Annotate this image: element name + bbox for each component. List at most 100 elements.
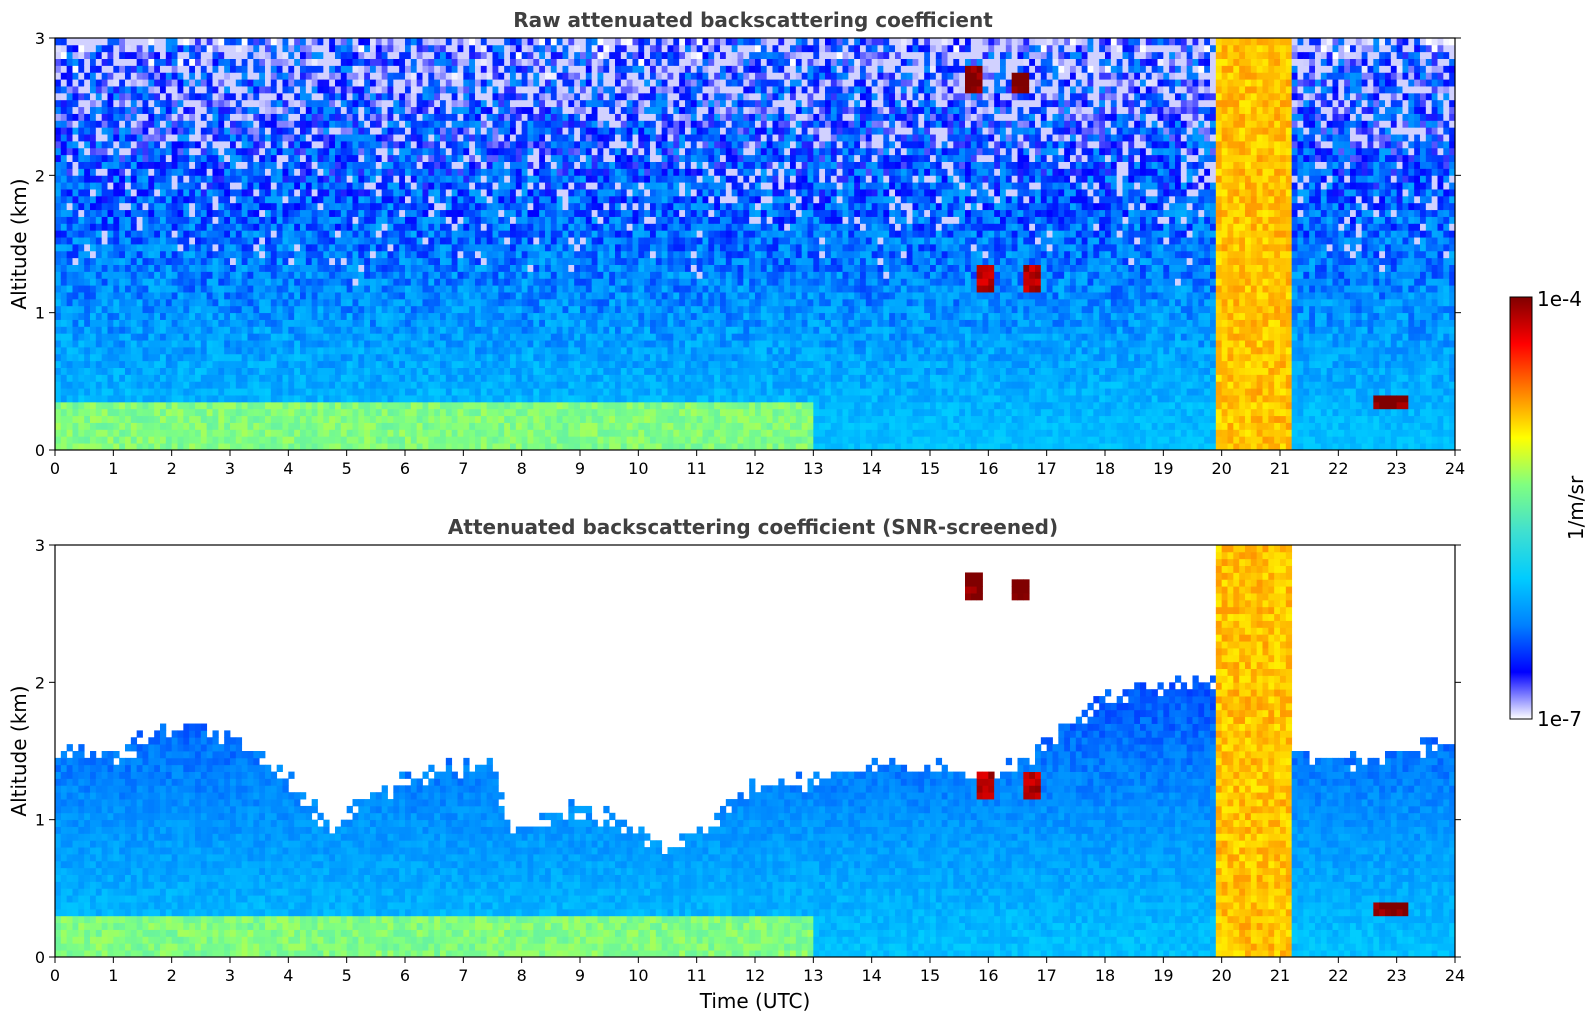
- heatmap-cell: [142, 271, 149, 279]
- heatmap-cell: [130, 347, 138, 355]
- heatmap-cell: [317, 99, 324, 108]
- heatmap-cell: [457, 319, 464, 327]
- heatmap-cell: [119, 271, 126, 279]
- heatmap-cell: [282, 134, 289, 142]
- heatmap-cell: [84, 347, 91, 355]
- heatmap-cell: [107, 161, 114, 169]
- heatmap-cell: [218, 195, 225, 204]
- heatmap-cell: [480, 154, 488, 162]
- heatmap-cell: [504, 113, 511, 121]
- heatmap-cell: [160, 44, 167, 53]
- heatmap-cell: [95, 340, 103, 348]
- heatmap-cell: [177, 38, 184, 46]
- heatmap-cell: [527, 189, 534, 197]
- heatmap-cell: [381, 333, 388, 341]
- heatmap-cell: [515, 264, 523, 272]
- heatmap-cell: [480, 285, 488, 293]
- heatmap-cell: [329, 195, 336, 204]
- heatmap-cell: [235, 209, 243, 217]
- heatmap-cell: [335, 65, 342, 73]
- heatmap-cell: [410, 312, 418, 320]
- heatmap-cell: [405, 298, 412, 307]
- heatmap-cell: [78, 237, 85, 245]
- heatmap-cell: [95, 401, 103, 410]
- heatmap-cell: [78, 216, 85, 224]
- heatmap-cell: [247, 244, 254, 252]
- heatmap-cell: [492, 422, 499, 430]
- heatmap-cell: [475, 113, 482, 121]
- heatmap-cell: [212, 401, 219, 410]
- heatmap-cell: [189, 374, 196, 382]
- heatmap-cell: [387, 161, 394, 169]
- heatmap-cell: [311, 51, 318, 59]
- heatmap-cell: [317, 360, 324, 368]
- heatmap-cell: [463, 401, 470, 410]
- heatmap-cell: [259, 189, 266, 197]
- heatmap-cell: [253, 271, 260, 279]
- heatmap-cell: [294, 38, 301, 46]
- heatmap-cell: [107, 209, 114, 217]
- heatmap-cell: [165, 305, 173, 314]
- heatmap-cell: [393, 340, 400, 348]
- heatmap-cell: [189, 353, 196, 362]
- heatmap-cell: [165, 292, 173, 300]
- heatmap-cell: [107, 154, 114, 162]
- heatmap-cell: [480, 120, 488, 128]
- heatmap-cell: [183, 415, 190, 423]
- heatmap-cell: [381, 195, 388, 204]
- heatmap-cell: [498, 429, 505, 437]
- heatmap-cell: [60, 147, 68, 156]
- heatmap-cell: [358, 264, 365, 272]
- heatmap-cell: [60, 38, 68, 46]
- heatmap-cell: [440, 51, 447, 59]
- heatmap-cell: [113, 161, 120, 169]
- heatmap-cell: [142, 189, 149, 197]
- heatmap-cell: [504, 161, 511, 169]
- heatmap-cell: [241, 298, 248, 307]
- heatmap-cell: [136, 264, 143, 272]
- heatmap-cell: [60, 326, 68, 334]
- heatmap-cell: [405, 360, 412, 368]
- heatmap-cell: [288, 189, 295, 197]
- heatmap-cell: [492, 99, 499, 108]
- heatmap-cell: [346, 113, 353, 121]
- heatmap-cell: [358, 237, 365, 245]
- heatmap-cell: [440, 298, 447, 307]
- heatmap-cell: [206, 92, 213, 101]
- heatmap-cell: [95, 72, 103, 80]
- heatmap-cell: [533, 223, 540, 231]
- heatmap-cell: [492, 374, 499, 382]
- heatmap-cell: [189, 65, 196, 73]
- heatmap-cell: [235, 408, 243, 417]
- heatmap-cell: [323, 79, 330, 87]
- heatmap-cell: [335, 147, 342, 156]
- heatmap-cell: [66, 381, 73, 389]
- heatmap-cell: [66, 216, 73, 224]
- heatmap-cell: [346, 168, 353, 176]
- heatmap-cell: [270, 237, 278, 245]
- heatmap-cell: [60, 319, 68, 327]
- heatmap-cell: [160, 168, 167, 176]
- heatmap-cell: [276, 319, 283, 327]
- heatmap-cell: [195, 271, 202, 279]
- heatmap-cell: [113, 189, 120, 197]
- heatmap-cell: [480, 65, 488, 73]
- heatmap-cell: [300, 312, 307, 320]
- heatmap-cell: [95, 436, 103, 444]
- heatmap-cell: [457, 216, 464, 224]
- heatmap-cell: [527, 237, 534, 245]
- heatmap-cell: [101, 360, 108, 368]
- heatmap-cell: [107, 72, 114, 80]
- heatmap-cell: [352, 79, 359, 87]
- heatmap-cell: [416, 319, 423, 327]
- heatmap-cell: [410, 360, 418, 368]
- heatmap-cell: [218, 182, 225, 190]
- heatmap-cell: [72, 223, 79, 231]
- heatmap-cell: [527, 182, 534, 190]
- heatmap-cell: [171, 388, 178, 396]
- heatmap-cell: [498, 381, 505, 389]
- heatmap-cell: [527, 340, 534, 348]
- heatmap-cell: [399, 113, 406, 121]
- heatmap-cell: [335, 195, 342, 204]
- heatmap-cell: [457, 436, 464, 444]
